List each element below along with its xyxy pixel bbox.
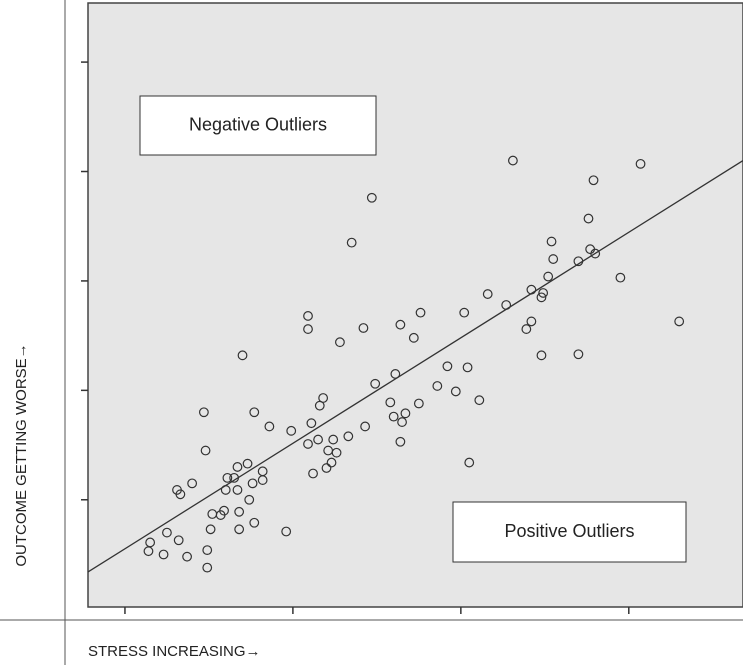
point [413, 398, 424, 409]
point [222, 472, 233, 483]
point [257, 475, 268, 485]
point [306, 418, 317, 429]
point [308, 468, 318, 479]
point [615, 272, 626, 283]
point [474, 395, 485, 406]
point [590, 248, 601, 259]
point [588, 175, 599, 186]
point [232, 462, 243, 472]
point [158, 549, 169, 560]
point [303, 311, 313, 321]
point [249, 517, 260, 528]
point [232, 485, 243, 495]
point [346, 237, 357, 248]
point [388, 411, 399, 422]
point [400, 408, 411, 419]
annotation-box [452, 501, 687, 563]
point [200, 445, 211, 456]
point [234, 506, 245, 517]
point [175, 489, 186, 500]
annotation: Negative Outliers [189, 114, 327, 134]
point [635, 158, 646, 169]
point [459, 307, 470, 318]
point [450, 386, 461, 397]
point [536, 350, 547, 361]
point [397, 417, 407, 427]
point [281, 526, 292, 537]
point [237, 350, 248, 361]
annotation-box [139, 95, 377, 156]
point [462, 362, 473, 373]
point [358, 323, 369, 333]
point [538, 288, 549, 298]
point [464, 457, 475, 468]
point [543, 271, 554, 282]
point [674, 316, 685, 327]
point [415, 307, 426, 318]
point [395, 436, 406, 447]
point [432, 381, 443, 391]
point [526, 316, 537, 327]
point [313, 434, 323, 445]
point [343, 431, 354, 442]
point [242, 458, 253, 469]
point [408, 332, 419, 343]
trend-line [87, 160, 743, 573]
point [442, 361, 453, 372]
point [303, 439, 313, 449]
point [145, 537, 156, 548]
point [162, 527, 172, 538]
point [249, 407, 260, 418]
point [247, 478, 258, 489]
point [573, 349, 584, 360]
annotation: Positive Outliers [504, 521, 634, 541]
point [286, 425, 297, 436]
point [548, 254, 559, 264]
point [198, 407, 209, 418]
point [173, 535, 184, 546]
point [202, 562, 213, 573]
point [583, 213, 594, 224]
point [318, 393, 329, 403]
point [187, 478, 198, 489]
point [521, 324, 532, 334]
point [328, 434, 339, 445]
point [321, 463, 332, 473]
point [335, 337, 345, 348]
point [264, 421, 275, 432]
point [546, 236, 557, 247]
point [202, 545, 213, 556]
point [536, 292, 547, 303]
point [370, 378, 381, 389]
point [326, 457, 337, 468]
point [303, 324, 313, 334]
point [234, 524, 245, 535]
point [182, 551, 192, 562]
point [219, 505, 229, 516]
point [360, 421, 371, 432]
point [331, 447, 342, 458]
x-axis-label: STRESS INCREASING→ [88, 643, 261, 660]
point [482, 289, 493, 299]
y-axis-label: OUTCOME GETTING WORSE→ [13, 343, 30, 566]
point [244, 494, 255, 505]
point [395, 319, 406, 330]
point [385, 397, 396, 408]
point [205, 524, 216, 535]
point [366, 192, 377, 203]
point [508, 155, 518, 166]
